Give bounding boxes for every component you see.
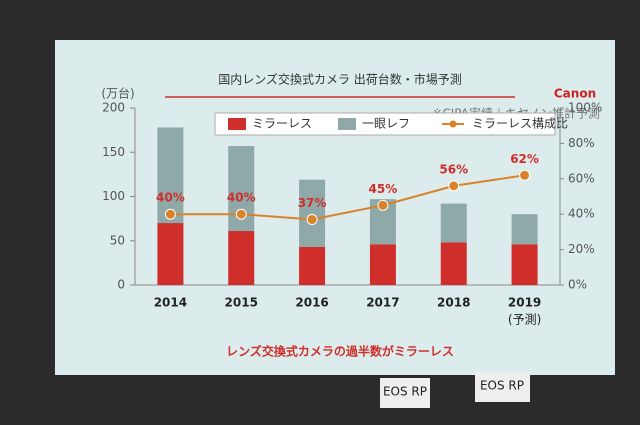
data-label: 45% <box>369 182 398 196</box>
x-tick-label: 2019 <box>508 296 541 310</box>
y2-tick-label: 100% <box>568 101 602 115</box>
bar <box>299 179 326 247</box>
stage-label: EOS RP <box>383 385 427 399</box>
y2-tick-label: 60% <box>568 171 595 185</box>
y2-tick-label: 20% <box>568 242 595 256</box>
chart-title: 国内レンズ交換式カメラ 出荷台数・市場予測 <box>218 72 462 87</box>
data-label: 37% <box>298 196 327 210</box>
x-tick-label: 2018 <box>437 296 470 310</box>
y2-tick-label: 0% <box>568 278 587 292</box>
point <box>235 208 247 220</box>
legend-label: ミラーレス構成比 <box>472 117 568 131</box>
bar <box>440 203 467 243</box>
x-tick-label: 2015 <box>225 296 258 310</box>
brand: Canon <box>554 87 596 101</box>
stage-label: EOS RP <box>480 379 524 393</box>
y-tick-label: 200 <box>102 101 125 115</box>
legend-label: ミラーレス <box>252 117 312 131</box>
legend-swatch <box>228 118 246 130</box>
point <box>377 199 389 211</box>
stage-prop <box>475 372 530 402</box>
bar <box>228 231 255 285</box>
point <box>306 214 318 226</box>
point <box>519 169 531 181</box>
bar <box>440 242 467 285</box>
slide <box>55 40 615 375</box>
x-tick-label: 2016 <box>295 296 328 310</box>
data-label: 40% <box>156 191 185 205</box>
data-label: 62% <box>510 152 539 166</box>
point <box>164 208 176 220</box>
bar <box>299 246 326 285</box>
y-tick-label: 100 <box>102 189 125 203</box>
data-label: 40% <box>227 191 256 205</box>
line <box>170 174 525 221</box>
legend-swatch <box>449 120 457 128</box>
legend-label: 一眼レフ <box>362 117 410 131</box>
x-tick-label: 2014 <box>154 296 187 310</box>
bar <box>157 127 184 224</box>
y-axis-label: (万台) <box>101 86 134 101</box>
point <box>448 180 460 192</box>
bar <box>511 244 538 285</box>
y2-tick-label: 80% <box>568 136 595 150</box>
bar <box>511 214 538 245</box>
legend-swatch <box>338 118 356 130</box>
y2-tick-label: 40% <box>568 207 595 221</box>
bar <box>157 223 184 285</box>
legend <box>214 112 556 136</box>
x-tick-note: (予測) <box>508 313 541 327</box>
y-tick-label: 150 <box>102 145 125 159</box>
y-tick-label: 50 <box>110 233 125 247</box>
y-tick-label: 0 <box>117 278 125 292</box>
data-label: 56% <box>439 162 468 176</box>
headline: レンズ交換式カメラの過半数がミラーレス <box>226 344 454 359</box>
x-tick-label: 2017 <box>366 296 399 310</box>
stage-prop <box>380 378 430 408</box>
bar <box>369 244 396 285</box>
